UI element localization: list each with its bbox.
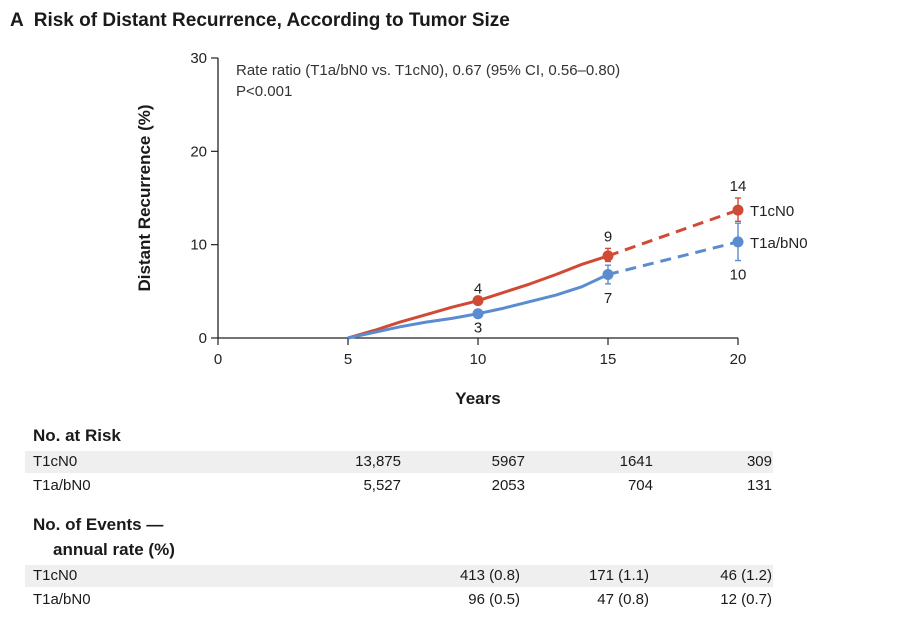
events-row-t1ab: T1a/bN0 96 (0.5) 47 (0.8) 12 (0.7) xyxy=(25,589,773,611)
risk-cell: 5,527 xyxy=(363,477,401,494)
recurrence-chart: 0 5 10 15 20 0 10 20 30 Years Distant Recurrence (… xyxy=(135,50,808,408)
risk-table-title: No. at Risk xyxy=(33,426,121,445)
events-cell: 46 (1.2) xyxy=(720,567,772,584)
risk-row-t1ab: T1a/bN0 5,527 2053 704 131 xyxy=(25,475,773,497)
x-tick-label: 10 xyxy=(470,351,487,368)
series-label-t1ab: T1a/bN0 xyxy=(750,235,808,252)
data-point-t1c xyxy=(602,250,614,262)
y-tick-label: 10 xyxy=(190,237,207,254)
risk-row-label: T1a/bN0 xyxy=(33,477,91,494)
x-tick-label: 5 xyxy=(344,351,352,368)
events-cell: 12 (0.7) xyxy=(720,591,772,608)
events-cell: 171 (1.1) xyxy=(588,567,649,584)
events-row-t1c: T1cN0 413 (0.8) 171 (1.1) 46 (1.2) xyxy=(25,565,773,587)
data-label-t1ab: 7 xyxy=(604,290,612,307)
risk-cell: 704 xyxy=(627,477,653,494)
panel-title-text: Risk of Distant Recurrence, According to… xyxy=(33,10,510,31)
events-cell: 96 (0.5) xyxy=(468,591,520,608)
data-label-t1c: 4 xyxy=(474,281,482,298)
series-dashed-line-t1ab xyxy=(607,240,739,276)
x-tick-label: 20 xyxy=(730,351,747,368)
risk-row-t1c: T1cN0 13,875 5967 1641 309 xyxy=(25,451,773,473)
risk-cell: 13,875 xyxy=(355,453,401,470)
data-point-t1c xyxy=(472,295,484,307)
risk-cell: 5967 xyxy=(491,453,525,470)
rate-ratio-text: Rate ratio (T1a/bN0 vs. T1cN0), 0.67 (95… xyxy=(236,62,621,79)
data-point-t1ab xyxy=(732,236,744,248)
y-axis-title: Distant Recurrence (%) xyxy=(135,104,154,291)
data-label-t1ab: 10 xyxy=(730,267,747,284)
events-cell: 413 (0.8) xyxy=(459,567,520,584)
panel-letter: A xyxy=(10,10,24,31)
data-label-t1c: 9 xyxy=(604,228,612,245)
events-cell: 47 (0.8) xyxy=(597,591,649,608)
events-row-label: T1a/bN0 xyxy=(33,591,91,608)
series-dashed-line-t1c xyxy=(607,208,739,258)
p-value-text: P<0.001 xyxy=(236,83,293,100)
data-label-t1ab: 3 xyxy=(474,320,482,337)
x-axis-title: Years xyxy=(455,389,500,408)
events-table-subtitle: annual rate (%) xyxy=(53,540,175,559)
data-label-t1c: 14 xyxy=(730,178,747,195)
risk-cell: 309 xyxy=(746,453,772,470)
y-tick-label: 30 xyxy=(190,50,207,67)
panel-title: A Risk of Distant Recurrence, According t… xyxy=(10,10,510,32)
events-table-title: No. of Events — xyxy=(33,515,164,534)
risk-cell: 131 xyxy=(746,477,772,494)
data-point-t1c xyxy=(732,204,744,216)
y-tick-label: 0 xyxy=(199,330,207,347)
chart-annotation: Rate ratio (T1a/bN0 vs. T1cN0), 0.67 (95… xyxy=(236,60,620,102)
risk-cell: 2053 xyxy=(491,477,525,494)
events-row-label: T1cN0 xyxy=(33,567,78,584)
data-point-t1ab xyxy=(472,308,484,320)
risk-cell: 1641 xyxy=(619,453,653,470)
data-point-t1ab xyxy=(602,269,614,281)
series-label-t1c: T1cN0 xyxy=(750,203,794,220)
x-tick-label: 0 xyxy=(214,351,222,368)
x-tick-label: 15 xyxy=(600,351,617,368)
y-tick-label: 20 xyxy=(190,143,207,160)
risk-row-label: T1cN0 xyxy=(33,453,78,470)
